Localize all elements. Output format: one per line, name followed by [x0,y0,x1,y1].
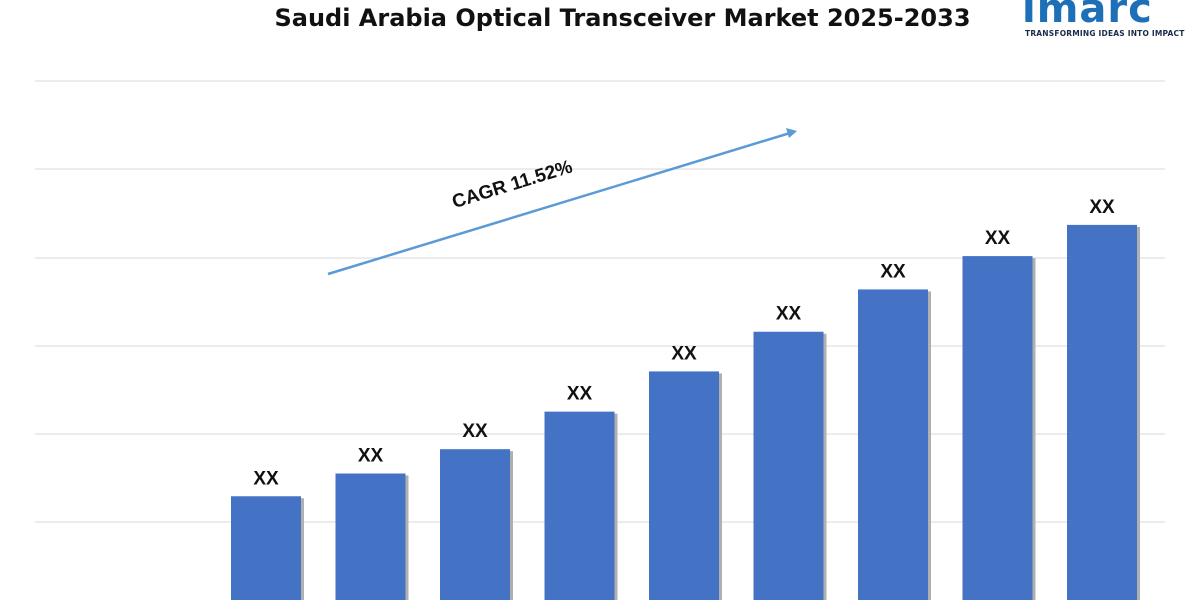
bar-label-5: XX [671,343,697,364]
chart-title: Saudi Arabia Optical Transceiver Market … [274,4,971,32]
bar-label-1: XX [253,468,279,489]
cagr-annotation: CAGR 11.52% [327,128,797,276]
data-labels: XX XX XX XX XX XX XX XX XX [253,197,1115,489]
logo-tagline: TRANSFORMING IDEAS INTO IMPACT [1025,29,1185,38]
bar-1 [231,496,301,600]
bar-label-2: XX [358,446,384,467]
imarc-logo: imarc TRANSFORMING IDEAS INTO IMPACT [1018,0,1188,42]
bar-9 [1067,224,1137,600]
bar-6 [753,331,824,600]
bar-label-7: XX [880,261,906,282]
bar-4 [544,411,615,600]
bar-label-6: XX [776,304,802,325]
cagr-arrow [327,131,791,276]
bar-label-9: XX [1089,197,1115,218]
bars [231,224,1140,600]
bar-2 [335,473,406,600]
bar-label-4: XX [567,384,593,405]
bar-label-8: XX [985,228,1011,249]
logo-wordmark: imarc [1022,0,1153,32]
bar-3 [440,449,510,600]
bar-5 [649,371,719,600]
cagr-arrow-head [786,128,797,138]
bar-8 [962,256,1033,600]
bar-label-3: XX [462,421,488,442]
bar-7 [858,289,928,600]
